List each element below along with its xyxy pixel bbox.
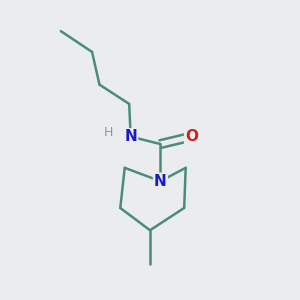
Text: N: N <box>124 129 137 144</box>
Text: O: O <box>185 129 198 144</box>
Text: N: N <box>154 174 167 189</box>
Text: H: H <box>104 126 113 139</box>
